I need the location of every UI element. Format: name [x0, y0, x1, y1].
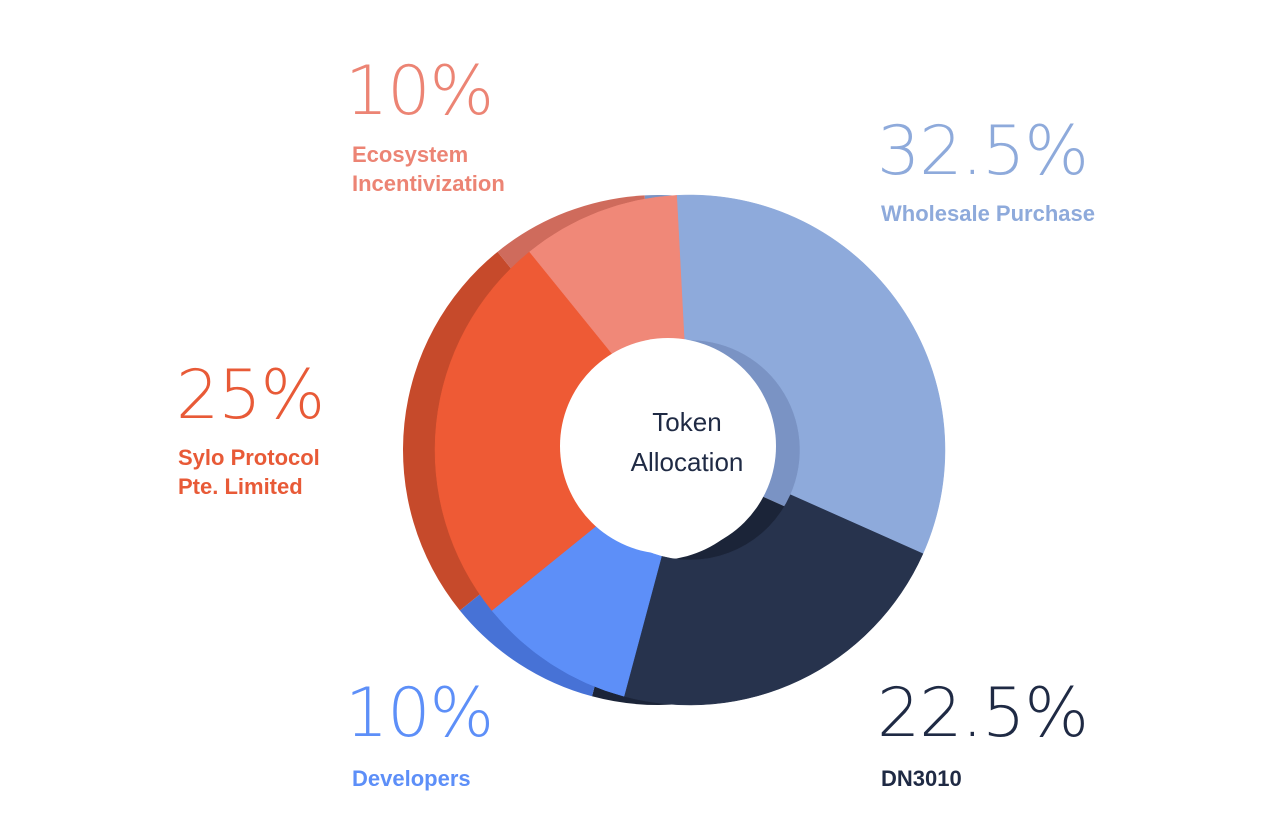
- value-label-dn3010: 22.5%: [877, 674, 1089, 753]
- value-label-wholesale: 32.5%: [877, 112, 1089, 191]
- center-hole: [560, 338, 776, 554]
- legend-label-dn3010: DN3010: [881, 766, 962, 791]
- legend-label-wholesale: Wholesale Purchase: [881, 201, 1095, 226]
- value-label-ecosystem: 10%: [345, 52, 494, 131]
- slice-label-dn3010: 22.5% DN3010: [877, 674, 1089, 793]
- chart-title-line-1: Token: [652, 407, 721, 437]
- slice-label-developers: 10% Developers: [345, 674, 494, 793]
- value-label-developers: 10%: [345, 674, 494, 753]
- value-label-sylo: 25%: [176, 356, 325, 435]
- slice-label-wholesale: 32.5% Wholesale Purchase: [877, 118, 1095, 228]
- slice-dn3010: [623, 494, 924, 706]
- slice-label-ecosystem: 10% Ecosystem Incentivization: [345, 58, 505, 198]
- slice-label-sylo: 25% Sylo Protocol Pte. Limited: [176, 356, 325, 501]
- legend-label-sylo: Sylo Protocol Pte. Limited: [178, 445, 320, 499]
- legend-label-developers: Developers: [352, 766, 471, 791]
- legend-label-ecosystem: Ecosystem Incentivization: [352, 142, 505, 196]
- chart-title-line-2: Allocation: [631, 447, 744, 477]
- slice-wholesale: [676, 194, 946, 555]
